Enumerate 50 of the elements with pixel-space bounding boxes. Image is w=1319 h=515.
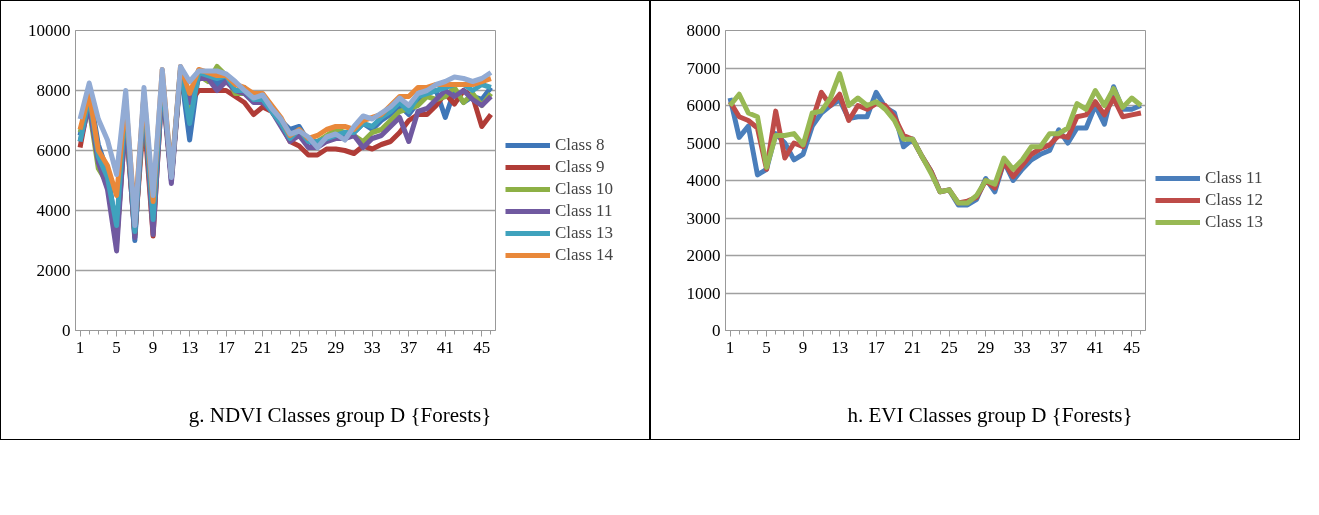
x-tick-label: 17 — [217, 337, 236, 357]
x-tick-label: 17 — [867, 337, 886, 357]
y-tick-label: 3000 — [686, 208, 721, 228]
legend-label: Class 13 — [1205, 212, 1265, 232]
x-tick-label: 9 — [798, 337, 808, 357]
x-tick-label: 25 — [290, 337, 308, 357]
x-tick-label: 37 — [400, 337, 418, 357]
legend-label: Class 13 — [555, 223, 615, 243]
x-tick-label: 41 — [436, 337, 454, 357]
x-tick-label: 29 — [977, 337, 995, 357]
legend-label: Class 11 — [1205, 168, 1264, 188]
text: h. EVI Classes group D {Forests} — [847, 402, 1133, 429]
x-tick-label: 13 — [181, 337, 199, 357]
y-tick-label: 8000 — [686, 21, 721, 40]
x-tick-label: 21 — [904, 337, 922, 357]
y-tick-label: 2000 — [36, 261, 71, 280]
x-tick-label: 5 — [112, 337, 121, 357]
legend-label: Class 12 — [1205, 190, 1265, 210]
y-tick-label: 6000 — [686, 96, 721, 115]
legend-label: Class 8 — [555, 135, 606, 155]
y-tick-label: 5000 — [686, 133, 721, 153]
y-tick-label: 0 — [62, 321, 71, 340]
x-tick-label: 5 — [762, 337, 771, 357]
x-tick-label: 33 — [1013, 337, 1031, 357]
x-tick-label: 45 — [1123, 337, 1141, 357]
y-tick-label: 7000 — [686, 58, 721, 78]
x-tick-label: 9 — [148, 337, 158, 357]
legend-label: Class 14 — [555, 245, 615, 265]
y-tick-label: 4000 — [36, 201, 71, 220]
x-tick-label: 33 — [363, 337, 381, 357]
text: g. NDVI Classes group D {Forests} — [188, 402, 492, 429]
legend-label: Class 9 — [555, 157, 606, 177]
y-tick-label: 8000 — [36, 81, 71, 100]
x-tick-label: 1 — [725, 337, 735, 357]
y-tick-label: 4000 — [686, 171, 721, 190]
x-tick-label: 21 — [254, 337, 272, 357]
legend-label: Class 10 — [555, 179, 615, 199]
x-tick-label: 25 — [940, 337, 958, 357]
x-tick-label: 29 — [327, 337, 345, 357]
x-tick-label: 13 — [831, 337, 849, 357]
legend-label: Class 11 — [555, 201, 614, 221]
x-tick-label: 41 — [1086, 337, 1104, 357]
x-tick-label: 37 — [1050, 337, 1068, 357]
x-tick-label: 1 — [75, 337, 85, 357]
y-tick-label: 2000 — [686, 246, 721, 265]
x-tick-label: 45 — [473, 337, 491, 357]
y-tick-label: 0 — [712, 321, 721, 340]
y-tick-label: 10000 — [28, 21, 71, 40]
y-tick-label: 6000 — [36, 141, 71, 160]
y-tick-label: 1000 — [686, 283, 721, 303]
